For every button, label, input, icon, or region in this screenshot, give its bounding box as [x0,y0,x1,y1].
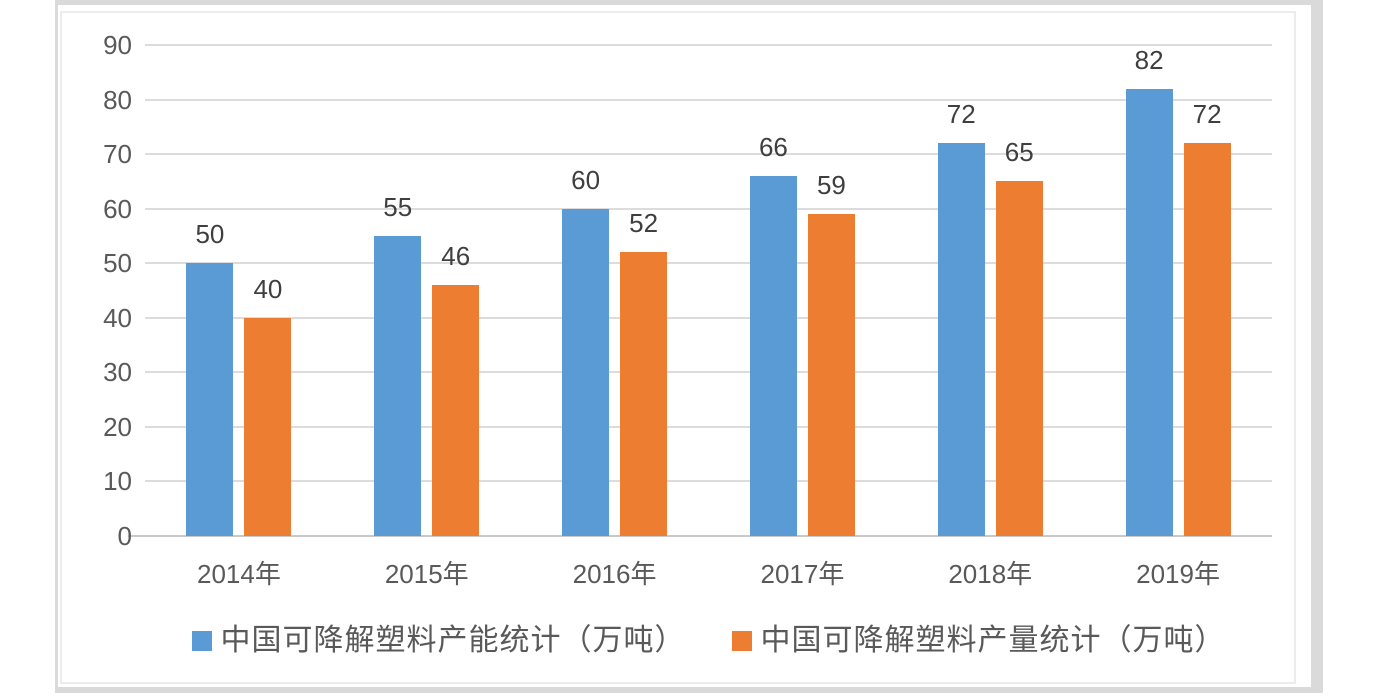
legend-item-output: 中国可降解塑料产量统计（万吨） [731,621,1226,661]
bar-output-2018年 [995,181,1043,536]
x-axis-label: 2015年 [384,559,469,589]
gridline [145,316,1272,319]
bar-capacity-2016年 [562,208,610,536]
value-label: 66 [758,131,788,162]
y-axis-label: 50 [103,248,132,279]
value-label: 65 [1004,137,1034,168]
value-label: 52 [629,208,659,239]
legend-label-output: 中国可降解塑料产量统计（万吨） [760,624,1226,657]
gridline [145,98,1272,101]
bar-output-2014年 [244,317,292,536]
y-axis-label: 40 [103,302,132,333]
value-label: 40 [253,273,283,304]
y-axis-label: 90 [103,30,132,60]
value-label: 72 [946,99,976,130]
bar-output-2015年 [432,285,480,536]
gridline [145,44,1272,46]
gridline [145,262,1272,265]
bar-capacity-2017年 [749,175,797,536]
plot-area: 0 10 20 30 40 50 60 70 80 90 50 40 2014年 55 46 2015年 60 5… [103,30,1272,589]
y-axis-label: 0 [117,521,132,551]
legend-label-capacity: 中国可降解塑料产能统计（万吨） [220,624,686,657]
y-axis-label: 60 [103,193,132,224]
y-axis-label: 10 [103,466,132,497]
x-axis-label: 2014年 [196,559,281,589]
y-axis-label: 70 [103,139,132,170]
gridline [145,153,1272,156]
y-axis-label: 20 [103,411,132,442]
x-axis-label: 2016年 [572,559,657,589]
bar-capacity-2014年 [186,263,234,536]
x-axis-label: 2018年 [948,559,1033,589]
value-label: 60 [571,164,601,195]
value-label: 55 [383,191,413,222]
value-label: 82 [1134,44,1164,75]
chart-legend: 中国可降解塑料产能统计（万吨） 中国可降解塑料产量统计（万吨） [145,618,1272,664]
value-label: 50 [195,219,225,250]
x-axis-line [128,535,1272,537]
bar-capacity-2018年 [937,143,985,536]
legend-item-capacity: 中国可降解塑料产能统计（万吨） [191,621,686,661]
bar-output-2017年 [807,214,855,536]
bar-output-2019年 [1183,143,1231,536]
gridline [145,207,1272,210]
legend-swatch-output-icon [731,631,752,651]
value-label: 59 [816,170,846,201]
x-axis-label: 2019年 [1136,559,1220,589]
bar-capacity-2019年 [1125,88,1173,536]
gridline [145,425,1272,428]
y-axis-label: 80 [103,84,132,115]
y-axis-label: 30 [103,357,132,388]
value-label: 72 [1192,99,1222,130]
legend-swatch-capacity-icon [191,631,212,651]
value-label: 46 [441,241,471,272]
bar-output-2016年 [620,252,668,536]
gridline [145,480,1272,483]
gridline [145,371,1272,374]
bar-capacity-2015年 [374,235,422,536]
x-axis-label: 2017年 [760,559,845,589]
